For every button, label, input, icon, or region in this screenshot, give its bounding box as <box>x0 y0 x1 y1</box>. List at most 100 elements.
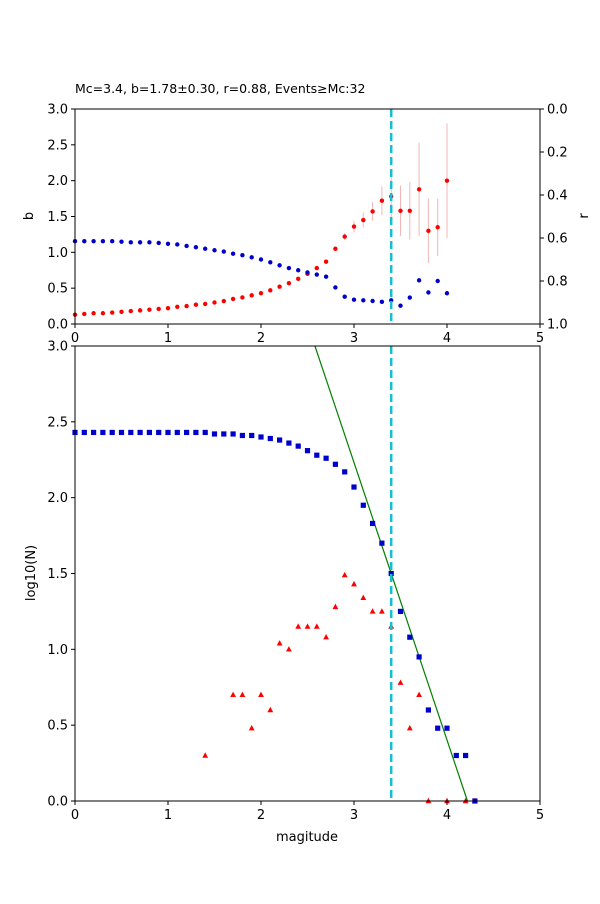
cumulative-count-point <box>397 608 404 615</box>
top-x-axis-ticks: 0 1 2 3 4 5 <box>71 324 544 346</box>
cumulative-count-point <box>342 469 348 475</box>
top-right-y-axis-label: r <box>577 213 592 219</box>
cumulative-count-point <box>444 725 450 731</box>
cumulative-count-point <box>137 429 143 436</box>
top-y-tick-label: 1.5 <box>47 210 68 225</box>
cumulative-count-point <box>184 429 190 436</box>
cumulative-count-point <box>351 484 357 490</box>
cumulative-count-point <box>332 461 338 467</box>
b-value-point <box>379 198 385 203</box>
incremental-count-point <box>276 640 283 646</box>
r-value-point <box>268 260 273 265</box>
bottom-x-tick-label: 1 <box>164 808 172 823</box>
bottom-x-axis-ticks: 0 1 2 3 4 5 <box>71 801 544 823</box>
top-x-tick-label: 5 <box>536 331 544 346</box>
b-value-point <box>268 288 273 293</box>
cumulative-count-point <box>118 429 125 436</box>
r-value-point <box>323 274 329 279</box>
top-right-y-tick-label: 0.4 <box>547 189 568 204</box>
bottom-x-tick-label: 3 <box>350 808 358 823</box>
r-value-point <box>119 239 124 244</box>
cumulative-count-point <box>109 429 115 436</box>
b-value-point <box>184 303 189 309</box>
cumulative-count-point <box>463 752 469 759</box>
cumulative-count-point <box>239 432 245 439</box>
cumulative-count-point <box>91 429 97 436</box>
b-value-point <box>156 306 161 312</box>
r-value-point <box>184 243 189 249</box>
incremental-count-point <box>379 608 385 614</box>
incremental-count-point <box>295 623 302 629</box>
cumulative-count-point <box>314 452 320 458</box>
b-value-point <box>230 296 236 302</box>
b-value-point <box>91 311 96 316</box>
incremental-count-point <box>351 580 357 587</box>
r-value-point <box>379 299 385 305</box>
bottom-plot-area <box>72 345 478 804</box>
incremental-count-point <box>248 725 255 731</box>
top-y-tick-label: 2.5 <box>47 138 68 153</box>
incremental-count-point <box>267 706 274 713</box>
r-value-point <box>203 246 208 251</box>
cumulative-count-point <box>323 455 329 461</box>
r-value-point <box>147 240 152 245</box>
cumulative-count-point <box>165 429 171 436</box>
r-value-point <box>212 248 217 253</box>
top-x-tick-label: 4 <box>443 331 451 346</box>
bottom-y-tick-label: 0.0 <box>47 795 68 810</box>
r-value-point <box>398 303 403 308</box>
b-value-point <box>193 302 199 307</box>
bottom-y-tick-label: 2.5 <box>47 415 68 430</box>
b-value-point <box>110 310 115 315</box>
incremental-count-point <box>369 608 376 614</box>
top-r-value-series <box>72 239 450 308</box>
r-value-point <box>91 239 96 244</box>
b-value-point <box>175 304 180 309</box>
b-value-point <box>165 306 171 311</box>
b-value-point <box>240 295 245 300</box>
r-value-point <box>110 239 115 244</box>
top-right-y-tick-label: 0.8 <box>547 275 568 290</box>
top-y-tick-label: 0.0 <box>47 318 68 333</box>
bottom-x-tick-label: 2 <box>257 808 265 823</box>
b-value-point <box>435 225 440 230</box>
r-value-point <box>100 239 106 244</box>
r-value-point <box>128 240 133 245</box>
r-value-point <box>305 270 310 275</box>
cumulative-count-point <box>453 752 459 759</box>
cumulative-count-point <box>156 429 162 436</box>
cumulative-count-point <box>267 435 273 442</box>
b-value-point <box>444 178 450 183</box>
incremental-count-point <box>323 634 329 640</box>
top-y-tick-label: 1.0 <box>47 246 68 261</box>
cumulative-count-point <box>388 570 394 577</box>
cumulative-count-point <box>230 431 236 437</box>
b-value-point <box>119 309 124 315</box>
bottom-y-tick-label: 1.5 <box>47 567 68 582</box>
r-value-point <box>435 278 440 284</box>
incremental-count-point <box>360 594 367 600</box>
top-x-tick-label: 0 <box>71 331 79 346</box>
b-value-point <box>361 217 366 223</box>
bottom-y-tick-label: 3.0 <box>47 340 68 355</box>
r-value-point <box>370 298 375 304</box>
top-x-tick-label: 1 <box>164 331 172 346</box>
b-value-point <box>249 293 254 298</box>
b-value-point <box>398 208 403 213</box>
r-value-point <box>193 245 199 250</box>
top-right-y-tick-label: 1.0 <box>547 318 568 333</box>
b-value-point <box>323 259 329 264</box>
r-value-point <box>416 278 422 283</box>
b-value-point <box>128 308 133 314</box>
incremental-count-point <box>406 725 413 731</box>
top-y-tick-label: 2.0 <box>47 174 68 189</box>
b-value-point <box>370 209 375 214</box>
top-right-y-tick-label: 0.2 <box>547 146 568 161</box>
cumulative-count-point <box>277 437 283 443</box>
r-value-point <box>240 253 245 258</box>
bottom-y-tick-label: 1.0 <box>47 643 68 658</box>
b-value-point <box>286 280 292 286</box>
b-value-point <box>416 187 422 192</box>
cumulative-count-point <box>211 431 218 437</box>
bottom-x-tick-label: 5 <box>536 808 544 823</box>
